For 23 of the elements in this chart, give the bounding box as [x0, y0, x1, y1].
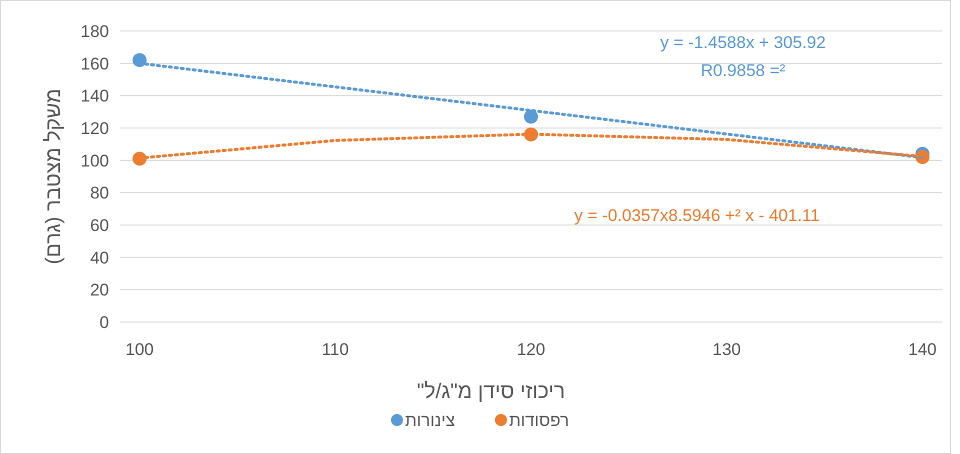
y-tick-label: 120 [80, 119, 109, 138]
y-tick-label: 40 [90, 248, 109, 268]
y-tick-label: 0 [100, 313, 109, 332]
legend-label: צינורות [405, 411, 455, 430]
point [524, 110, 538, 124]
annotation: y = -0.0357x8.5946 +² x - 401.11 [574, 206, 820, 225]
y-tick-label: 140 [80, 86, 109, 106]
x-tick-label: 120 [516, 340, 546, 359]
annotation: R0.9858 =² [700, 61, 786, 80]
x-axis-title: ריכוזי סידן מ"ג/ל" [416, 380, 566, 403]
y-tick-label: 80 [90, 184, 109, 203]
annotation: y = -1.4588x + 305.92 [660, 33, 826, 52]
x-tick-label: 110 [322, 340, 349, 359]
x-tick-label: 100 [125, 340, 154, 359]
y-tick-label: 160 [80, 54, 109, 74]
y-axis-title: משקל מצטבר (גרם) [42, 88, 65, 264]
y-tick-label: 60 [90, 216, 109, 235]
y-tick-label: 100 [80, 151, 109, 170]
y-tick-label: 20 [90, 280, 109, 300]
x-tick-label: 140 [908, 340, 937, 359]
x-tick-label: 130 [712, 340, 741, 359]
legend-label: רפסודות [508, 411, 570, 430]
y-tick-label: 180 [80, 22, 109, 41]
